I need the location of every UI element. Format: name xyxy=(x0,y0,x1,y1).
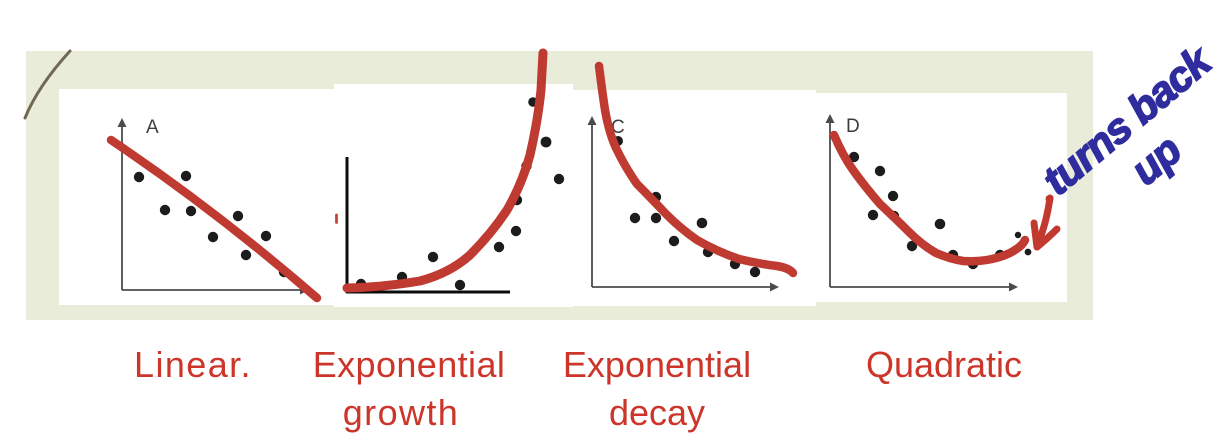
svg-text:A: A xyxy=(146,117,159,138)
svg-text:decay: decay xyxy=(609,392,705,433)
svg-text:Exponential: Exponential xyxy=(563,344,751,385)
svg-text:D: D xyxy=(846,116,860,137)
svg-text:growth: growth xyxy=(343,392,459,433)
svg-text:Linear.: Linear. xyxy=(134,344,252,385)
svg-text:Quadratic: Quadratic xyxy=(866,344,1022,385)
svg-text:Exponential: Exponential xyxy=(313,344,506,385)
